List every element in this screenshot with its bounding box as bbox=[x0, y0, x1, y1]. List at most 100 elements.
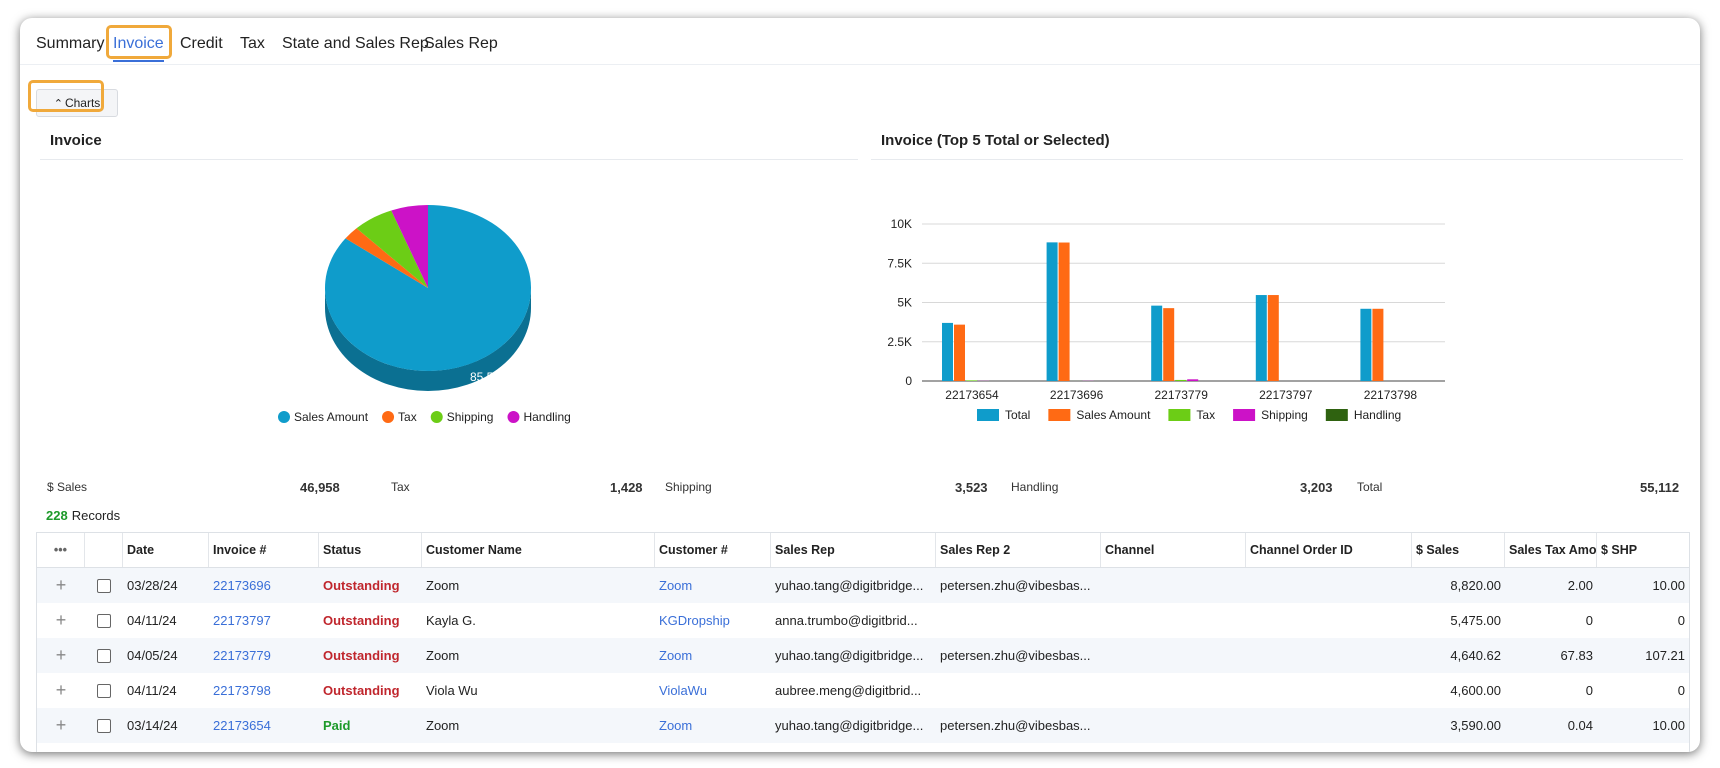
cell-channel bbox=[1105, 603, 1242, 638]
bar-legend-marker bbox=[977, 409, 999, 421]
header-channel[interactable]: Channel bbox=[1101, 533, 1246, 567]
header-sales[interactable]: $ Sales bbox=[1412, 533, 1505, 567]
cell-customer-no[interactable]: Zoom bbox=[659, 718, 693, 733]
total-total-value: 55,112 bbox=[1640, 480, 1680, 495]
pie-legend-marker bbox=[430, 411, 443, 423]
bar-total-22173654 bbox=[942, 322, 953, 381]
row-checkbox[interactable] bbox=[97, 649, 111, 663]
header-date[interactable]: Date bbox=[123, 533, 209, 567]
total-sales-label: $ Sales bbox=[47, 480, 88, 494]
row-checkbox[interactable] bbox=[97, 684, 111, 698]
table-row[interactable]: +04/11/24 22173798 Outstanding Viola Wu Viol… bbox=[37, 673, 1689, 708]
header-shp[interactable]: $ SHP bbox=[1601, 543, 1638, 557]
tab-bar: Summary Invoice Credit Tax State and Sal… bbox=[20, 18, 1700, 65]
cell-tax: 0 bbox=[1585, 683, 1593, 698]
total-shipping-value: 3,523 bbox=[955, 480, 988, 495]
app-window: Summary Invoice Credit Tax State and Sal… bbox=[20, 18, 1700, 752]
total-sales-value: 46,958 bbox=[300, 480, 340, 495]
left-panel-divider bbox=[40, 159, 858, 160]
cell-invoice[interactable]: 22173696 bbox=[213, 578, 271, 593]
tab-credit[interactable]: Credit bbox=[180, 35, 223, 52]
total-handling-value: 3,203 bbox=[1300, 480, 1333, 495]
row-checkbox[interactable] bbox=[97, 719, 111, 733]
cell-shp: 107.21 bbox=[1645, 648, 1685, 663]
row-checkbox[interactable] bbox=[97, 579, 111, 593]
cell-channel-order bbox=[1250, 603, 1408, 638]
cell-sales-rep2: petersen.zhu@vibesbas... bbox=[940, 578, 1091, 593]
bar-xtick-label: 22173798 bbox=[1364, 388, 1418, 402]
cell-date: 04/11/24 bbox=[127, 683, 177, 698]
cell-channel bbox=[1105, 673, 1242, 708]
total-tax-value: 1,428 bbox=[610, 480, 643, 495]
header-channel-order-id[interactable]: Channel Order ID bbox=[1246, 533, 1412, 567]
tab-state-and-sales-rep[interactable]: State and Sales Rep bbox=[282, 35, 429, 52]
header-invoice[interactable]: Invoice # bbox=[209, 533, 319, 567]
tab-tax[interactable]: Tax bbox=[240, 35, 265, 52]
column-menu-icon[interactable]: ••• bbox=[37, 533, 85, 567]
records-number: 228 bbox=[46, 508, 68, 523]
pie-legend-marker bbox=[278, 411, 290, 423]
cell-shp: 0 bbox=[1677, 613, 1685, 628]
bar-legend-marker bbox=[1233, 409, 1256, 421]
cell-customer-name: Viola Wu bbox=[426, 683, 478, 698]
header-select bbox=[85, 533, 123, 567]
header-status[interactable]: Status bbox=[319, 533, 422, 567]
header-sales-tax[interactable]: Sales Tax Amou bbox=[1505, 533, 1597, 567]
tab-invoice-label: Invoice bbox=[113, 35, 164, 52]
table-row[interactable]: +03/28/24 22173696 Outstanding Zoom Zoom yuha… bbox=[37, 568, 1689, 603]
cell-status: Paid bbox=[323, 718, 351, 733]
cell-sales: 4,640.62 bbox=[1450, 648, 1501, 663]
tab-summary[interactable]: Summary bbox=[36, 35, 105, 52]
bar-legend-label: Total bbox=[1005, 408, 1030, 422]
cell-status: Outstanding bbox=[323, 613, 400, 628]
cell-sales-rep2: petersen.zhu@vibesbas... bbox=[940, 648, 1091, 663]
grid-header: ••• Date Invoice # Status Customer Name … bbox=[37, 533, 1689, 568]
cell-invoice[interactable]: 22173654 bbox=[213, 718, 271, 733]
table-row[interactable]: +03/14/24 22173654 Paid Zoom Zoom yuhao.tang@… bbox=[37, 708, 1689, 743]
header-sales-rep-2[interactable]: Sales Rep 2 bbox=[936, 533, 1101, 567]
header-customer-name[interactable]: Customer Name bbox=[422, 533, 655, 567]
pie-legend-label: Tax bbox=[398, 410, 417, 424]
cell-sales-rep: yuhao.tang@digitbridge... bbox=[775, 648, 924, 663]
bar-total-22173779 bbox=[1151, 305, 1163, 381]
right-panel-divider bbox=[871, 159, 1683, 160]
bar-sales-amount-22173797 bbox=[1267, 295, 1279, 381]
bar-total-22173797 bbox=[1255, 295, 1267, 381]
expand-row-icon[interactable]: + bbox=[55, 680, 67, 700]
cell-sales-rep: aubree.meng@digitbrid... bbox=[775, 683, 922, 698]
expand-row-icon[interactable]: + bbox=[55, 715, 67, 735]
expand-row-icon[interactable]: + bbox=[55, 575, 67, 595]
expand-row-icon[interactable]: + bbox=[55, 645, 67, 665]
cell-invoice[interactable]: 22173797 bbox=[213, 613, 271, 628]
cell-customer-no[interactable]: ViolaWu bbox=[659, 683, 707, 698]
cell-customer-no[interactable]: KGDropship bbox=[659, 613, 730, 628]
bar-legend-label: Tax bbox=[1196, 408, 1215, 422]
bar-ytick-label: 0 bbox=[905, 374, 912, 388]
invoice-pie-chart: 85.5% Sales Amount Tax Shipping Handling bbox=[278, 205, 571, 424]
cell-invoice[interactable]: 22173798 bbox=[213, 683, 271, 698]
cell-tax: 0.04 bbox=[1567, 718, 1593, 733]
table-row[interactable]: +04/05/24 22173779 Outstanding Zoom Zoom yuha… bbox=[37, 638, 1689, 673]
cell-customer-no[interactable]: Zoom bbox=[659, 578, 693, 593]
cell-tax: 0 bbox=[1585, 613, 1593, 628]
cell-customer-no[interactable]: Zoom bbox=[659, 648, 693, 663]
cell-date: 03/14/24 bbox=[127, 718, 178, 733]
totals-bar: $ Sales 46,958 Tax 1,428 Shipping 3,523 … bbox=[20, 480, 1700, 500]
cell-customer-name: Kayla G. bbox=[426, 613, 476, 628]
tab-sales-rep[interactable]: Sales Rep bbox=[424, 35, 498, 52]
tab-invoice[interactable]: Invoice bbox=[113, 32, 164, 62]
charts-toggle-button[interactable]: ⌃ Charts bbox=[36, 89, 118, 117]
pie-legend-label: Sales Amount bbox=[294, 410, 369, 424]
header-customer-no[interactable]: Customer # bbox=[655, 533, 771, 567]
invoice-tab-highlight bbox=[106, 25, 172, 59]
table-row[interactable]: +04/11/24 22173797 Outstanding Kayla G. KGDr… bbox=[37, 603, 1689, 638]
charts-toggle-label: Charts bbox=[64, 96, 101, 110]
header-sales-rep[interactable]: Sales Rep bbox=[771, 533, 936, 567]
pie-data-label: 85.5% bbox=[470, 370, 504, 384]
bar-sales-amount-22173654 bbox=[954, 324, 965, 381]
expand-row-icon[interactable]: + bbox=[55, 610, 67, 630]
bar-sales-amount-22173696 bbox=[1058, 242, 1070, 381]
row-checkbox[interactable] bbox=[97, 614, 111, 628]
cell-invoice[interactable]: 22173779 bbox=[213, 648, 271, 663]
bar-legend-label: Sales Amount bbox=[1076, 408, 1151, 422]
